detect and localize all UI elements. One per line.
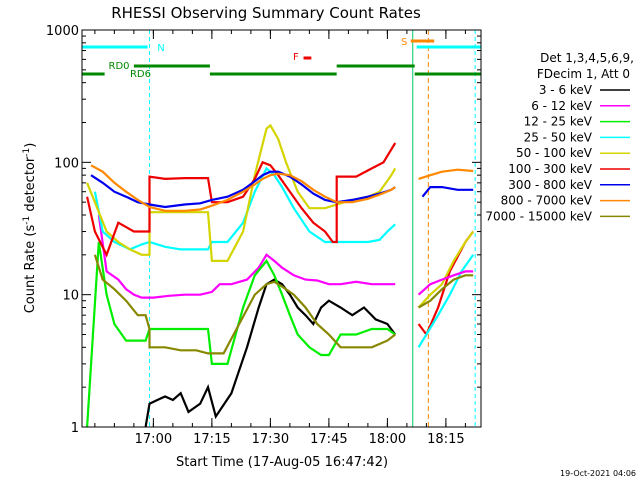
- legend-label: 7000 - 15000 keV: [485, 209, 592, 223]
- legend-label: 800 - 7000 keV: [501, 194, 593, 208]
- legend-label: 25 - 50 keV: [524, 130, 593, 144]
- y-tick-label: 100: [54, 156, 79, 171]
- legend: Det 1,3,4,5,6,9, FDecim 1, Att 0 3 - 6 k…: [485, 51, 634, 223]
- y-tick-label: 1: [71, 421, 79, 436]
- y-axis-label: Count Rate (s-1 detector-1): [22, 143, 38, 314]
- series-line-0: [144, 278, 397, 428]
- series-line-15: [417, 270, 474, 296]
- series-line-7: [90, 164, 396, 212]
- rd0-flag-label: RD0: [109, 61, 130, 72]
- y-axis: 1 10 100 1000: [46, 24, 481, 436]
- rd6-flag-label: RD6: [130, 69, 151, 80]
- x-tick-label: 18:15: [427, 432, 464, 447]
- legend-label: 100 - 300 keV: [508, 162, 592, 176]
- series-line-13: [417, 254, 475, 348]
- x-axis: 17:00 17:15 17:30 17:45 18:00 18:15: [94, 30, 466, 447]
- legend-label: 6 - 12 keV: [531, 99, 593, 113]
- y-tick-label: 10: [62, 289, 79, 304]
- series-line-11: [417, 230, 475, 337]
- x-tick-label: 18:00: [369, 432, 406, 447]
- series-line-10: [418, 168, 474, 180]
- s-flag-label: S: [401, 37, 407, 48]
- series-line-6: [90, 170, 396, 209]
- series-line-1: [97, 214, 396, 299]
- legend-label: 50 - 100 keV: [516, 146, 593, 160]
- legend-label: 3 - 6 keV: [539, 83, 593, 97]
- series-line-8: [93, 254, 396, 355]
- x-tick-label: 17:00: [135, 432, 172, 447]
- x-axis-label: Start Time (17-Aug-05 16:47:42): [176, 455, 388, 470]
- series-line-9: [421, 186, 474, 198]
- series-line-2: [86, 241, 396, 428]
- series-line-12: [417, 230, 475, 309]
- y-tick-label: 1000: [46, 24, 79, 39]
- footer-date: 19-Oct-2021 04:06: [560, 469, 636, 478]
- legend-label: 300 - 800 keV: [508, 178, 592, 192]
- legend-header-1: Det 1,3,4,5,6,9,: [540, 51, 634, 65]
- chart-title: RHESSI Observing Summary Count Rates: [111, 4, 421, 22]
- f-flag-label: F: [293, 52, 299, 63]
- legend-label: 12 - 25 keV: [524, 115, 593, 129]
- n-flag-label: N: [157, 43, 164, 54]
- series-line-14: [418, 274, 474, 309]
- x-tick-label: 17:15: [193, 432, 230, 447]
- x-tick-label: 17:45: [310, 432, 347, 447]
- series-line-3: [93, 166, 396, 251]
- plot-frame: [81, 29, 482, 428]
- x-tick-label: 17:30: [252, 432, 289, 447]
- legend-header-2: FDecim 1, Att 0: [537, 67, 630, 81]
